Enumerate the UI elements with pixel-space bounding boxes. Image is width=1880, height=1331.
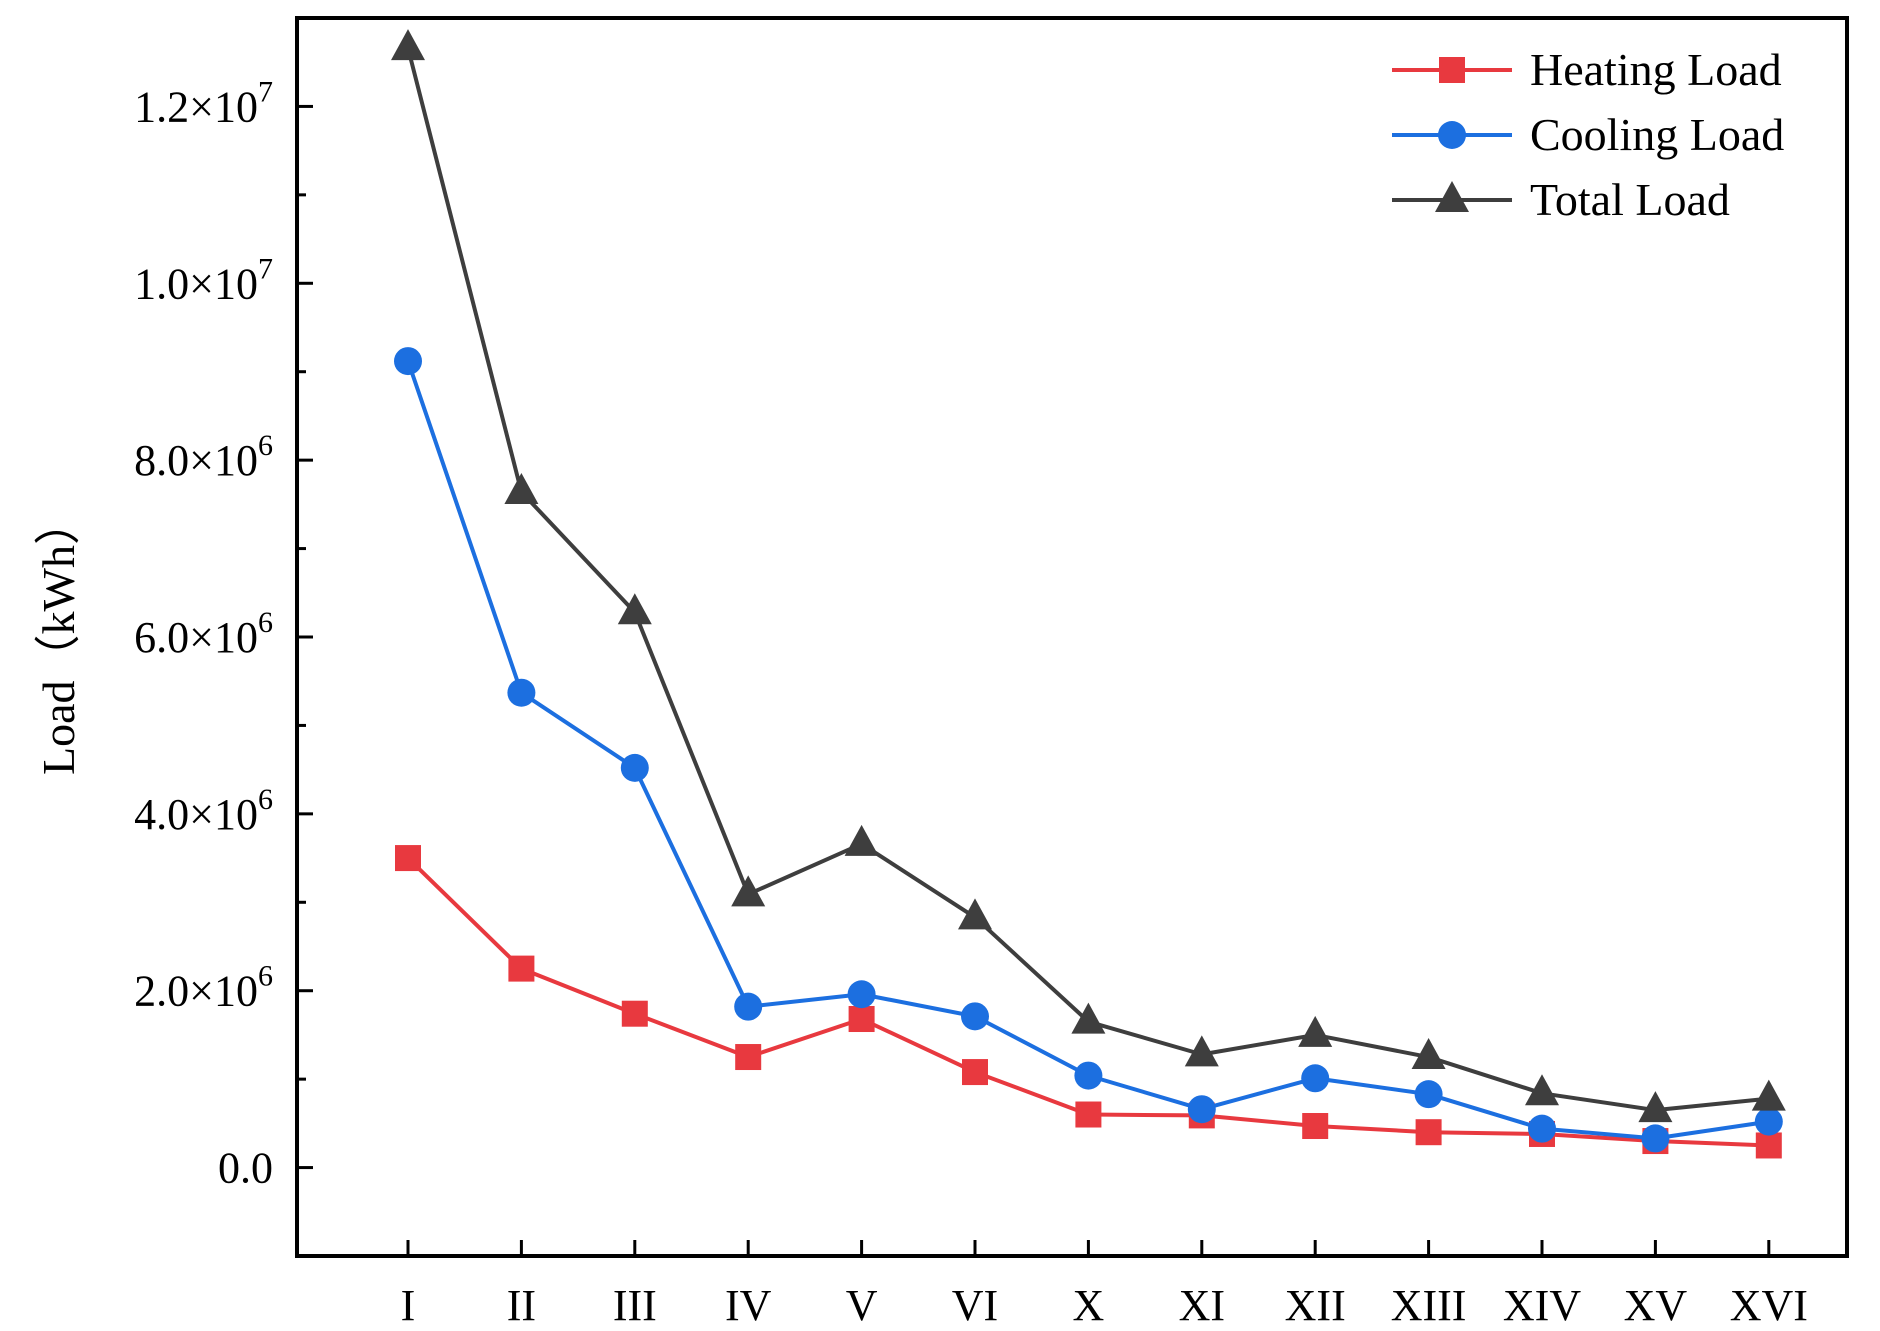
y-tick-label: 1.2×107 (134, 75, 273, 131)
legend-label: Cooling Load (1530, 109, 1784, 160)
data-point-circle (1187, 1095, 1216, 1124)
data-point-circle (961, 1002, 989, 1031)
data-point-triangle (1184, 1035, 1219, 1067)
series-layer (391, 29, 1786, 1159)
data-point-triangle (1638, 1091, 1673, 1123)
series-cooling-load (394, 347, 1783, 1153)
y-tick-label: 0.0 (218, 1144, 273, 1193)
y-axis-title: Load（kWh） (33, 499, 84, 775)
data-point-triangle (1751, 1079, 1786, 1111)
legend: Heating Load Cooling Load Total Load (1392, 44, 1784, 225)
plot-border (295, 16, 1849, 1258)
x-tick-label: XIII (1391, 1281, 1467, 1330)
legend-label: Heating Load (1530, 44, 1782, 95)
data-point-square (508, 955, 535, 982)
y-tick-label: 2.0×106 (134, 960, 273, 1016)
data-point-triangle (1411, 1038, 1446, 1070)
data-point-triangle (1525, 1074, 1559, 1106)
data-point-triangle (617, 593, 652, 625)
data-point-circle (507, 678, 536, 707)
data-point-square (1415, 1119, 1442, 1146)
data-point-square (1302, 1113, 1329, 1140)
x-tick-label: XV (1624, 1281, 1688, 1330)
data-point-circle (1414, 1080, 1443, 1109)
data-point-circle (1528, 1114, 1556, 1143)
data-point-triangle (844, 824, 879, 856)
data-point-square (848, 1006, 875, 1033)
data-point-circle (1641, 1124, 1670, 1153)
x-tick-label: XI (1179, 1281, 1225, 1330)
data-point-circle (394, 347, 422, 376)
x-tick-label: X (1073, 1281, 1105, 1330)
x-tick-label: IV (725, 1281, 772, 1330)
data-point-circle (1301, 1064, 1330, 1093)
legend-marker (1438, 121, 1466, 149)
data-point-triangle (731, 875, 766, 907)
plot-frame (295, 16, 1849, 1258)
series-total-load (391, 29, 1786, 1123)
data-point-triangle (1071, 1002, 1106, 1034)
y-tick-label: 1.0×107 (134, 252, 273, 308)
data-point-circle (734, 992, 763, 1021)
x-tick-label: VI (952, 1281, 998, 1330)
legend-item: Cooling Load (1392, 109, 1784, 160)
data-point-square (962, 1059, 988, 1086)
data-point-circle (1754, 1107, 1783, 1136)
x-tick-label: II (507, 1281, 536, 1330)
tick-labels: 0.0 2.0×106 4.0×106 6.0×106 8.0×106 1.0×107 1.… (134, 75, 1808, 1330)
y-tick-label: 6.0×106 (134, 606, 273, 662)
data-point-square (1075, 1101, 1102, 1128)
legend-marker (1439, 57, 1465, 83)
y-tick-label: 8.0×106 (134, 429, 273, 485)
legend-label: Total Load (1530, 174, 1730, 225)
data-point-triangle (504, 472, 539, 504)
series-heating-load (395, 845, 1782, 1159)
x-tick-label: V (846, 1281, 878, 1330)
x-tick-label: XIV (1503, 1281, 1581, 1330)
data-point-circle (620, 753, 649, 782)
data-point-triangle (958, 898, 992, 930)
data-point-square (735, 1044, 762, 1071)
data-point-triangle (1298, 1015, 1333, 1047)
y-axis-title-group: Load（kWh） (33, 499, 84, 775)
x-tick-label: XII (1285, 1281, 1346, 1330)
y-tick-label: 4.0×106 (134, 783, 273, 839)
legend-item: Total Load (1392, 174, 1730, 225)
x-tick-label: XVI (1730, 1281, 1808, 1330)
x-tick-label: III (613, 1281, 657, 1330)
data-point-circle (1074, 1061, 1103, 1090)
legend-marker (1435, 181, 1469, 212)
data-point-square (621, 1000, 648, 1027)
legend-item: Heating Load (1392, 44, 1782, 95)
x-tick-label: I (401, 1281, 416, 1330)
data-point-square (395, 845, 421, 872)
data-point-square (1755, 1132, 1782, 1159)
data-point-circle (847, 980, 876, 1009)
data-point-triangle (391, 29, 425, 61)
